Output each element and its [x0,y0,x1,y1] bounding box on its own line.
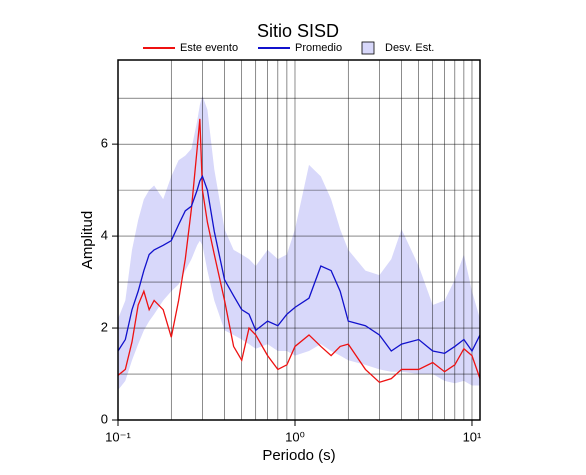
y-tick-label: 0 [101,411,108,426]
x-axis-label: Periodo (s) [262,447,335,464]
legend-swatch [361,41,375,55]
y-axis-label: Amplitud [79,211,96,269]
x-tick-label: 10⁻¹ [105,429,131,444]
y-tick-label: 6 [101,136,108,151]
x-tick-label: 10¹ [463,429,482,444]
legend-label: Desv. Est. [385,42,434,54]
y-tick-label: 4 [101,228,108,243]
std-band [118,95,480,391]
legend-label: Promedio [295,42,342,54]
legend-label: Este evento [180,42,238,54]
y-tick-label: 2 [101,319,108,334]
series-line [117,118,481,384]
series-line [117,174,481,355]
plot-frame [117,59,481,421]
x-tick-label: 10⁰ [285,429,305,444]
chart-title: Sitio SISD [257,21,339,41]
